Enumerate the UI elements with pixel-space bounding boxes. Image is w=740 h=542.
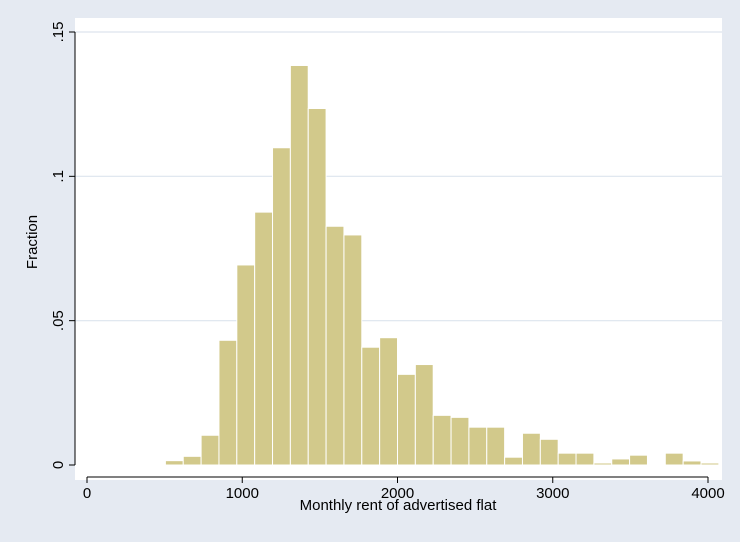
histogram-bar	[164, 460, 184, 466]
histogram-bar	[486, 426, 506, 466]
histogram-bar	[432, 414, 452, 466]
x-tick-label: 2000	[381, 485, 414, 502]
histogram-bar	[218, 339, 238, 466]
histogram-bar	[397, 373, 416, 466]
histogram-bar	[682, 460, 702, 466]
histogram-bar	[379, 337, 398, 466]
x-tick-label: 4000	[691, 485, 724, 502]
histogram-bar	[182, 455, 202, 466]
histogram-bar	[343, 234, 363, 466]
histogram-bar	[289, 64, 309, 466]
histogram-bars	[164, 64, 720, 466]
y-axis-title: Fraction	[24, 215, 41, 269]
histogram-bar	[575, 452, 595, 466]
histogram-bar	[200, 434, 220, 466]
histogram-bar	[468, 426, 488, 466]
grid-lines	[75, 31, 722, 322]
x-tick-label: 3000	[536, 485, 569, 502]
histogram-bar	[611, 458, 631, 466]
histogram-bar	[236, 264, 256, 466]
y-tick-label: .05	[50, 310, 67, 331]
histogram-bar	[325, 225, 345, 466]
x-axis-title: Monthly rent of advertised flat	[300, 497, 498, 514]
x-tick-label: 0	[83, 485, 91, 502]
histogram-bar	[414, 364, 434, 466]
histogram-bar	[700, 462, 720, 466]
histogram-bar	[450, 416, 470, 466]
histogram-bar	[539, 438, 559, 466]
histogram-bar	[593, 462, 613, 466]
histogram-bar	[361, 346, 381, 466]
y-tick-label: 0	[50, 461, 67, 469]
y-tick-label: .15	[50, 22, 67, 43]
histogram-bar	[307, 107, 327, 466]
histogram-bar	[557, 452, 577, 466]
histogram-bar	[504, 456, 523, 466]
histogram-bar	[629, 454, 648, 466]
x-tick-label: 1000	[226, 485, 259, 502]
histogram-bar	[521, 432, 541, 466]
histogram-bar	[254, 211, 274, 466]
histogram-bar	[272, 147, 291, 466]
axes: 0 .05 .1 .15 0 1000 2000 3000 4000	[50, 22, 725, 502]
y-tick-label: .1	[50, 170, 67, 183]
histogram-bar	[664, 452, 684, 466]
